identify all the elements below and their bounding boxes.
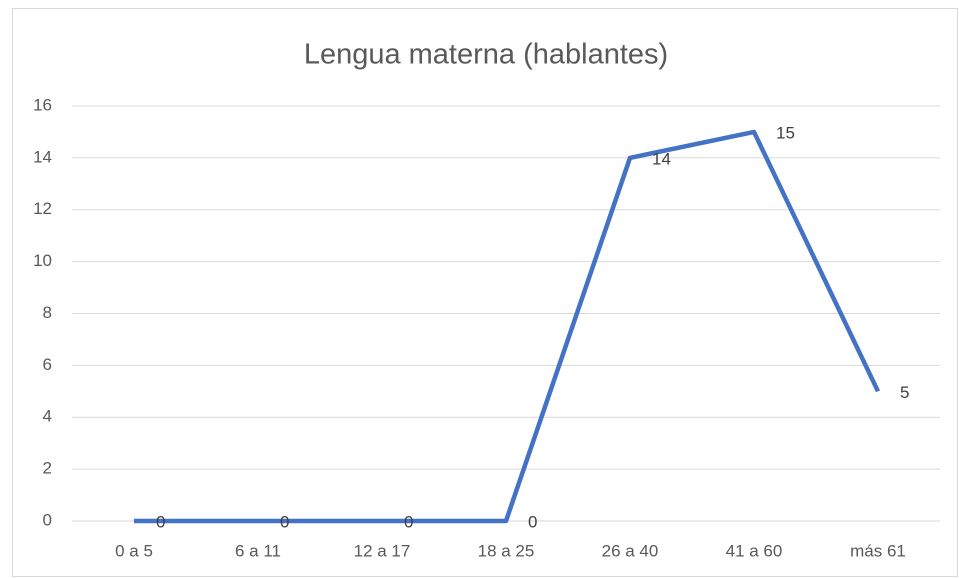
x-tick-label: 41 a 60 (726, 541, 783, 560)
data-label: 15 (776, 123, 795, 142)
y-tick-label: 8 (43, 303, 52, 322)
x-tick-label: 18 a 25 (478, 541, 535, 560)
chart-title: Lengua materna (hablantes) (304, 39, 668, 71)
x-tick-label: 0 a 5 (115, 541, 153, 560)
y-tick-label: 14 (33, 147, 52, 166)
y-tick-label: 6 (43, 355, 52, 374)
chart-frame (12, 8, 958, 577)
data-label: 14 (652, 149, 671, 168)
x-tick-label: 26 a 40 (602, 541, 659, 560)
data-label: 0 (156, 512, 165, 531)
data-label: 0 (280, 512, 289, 531)
x-tick-label: más 61 (850, 541, 906, 560)
y-tick-label: 2 (43, 459, 52, 478)
y-tick-label: 10 (33, 251, 52, 270)
y-tick-label: 4 (43, 407, 52, 426)
data-label: 5 (900, 383, 909, 402)
y-tick-label: 16 (33, 95, 52, 114)
data-line (134, 129, 881, 524)
y-tick-label: 12 (33, 199, 52, 218)
x-tick-label: 12 a 17 (354, 541, 411, 560)
x-tick-label: 6 a 11 (235, 541, 281, 560)
data-label: 0 (528, 512, 537, 531)
data-label: 0 (404, 512, 413, 531)
y-tick-label: 0 (43, 510, 52, 529)
